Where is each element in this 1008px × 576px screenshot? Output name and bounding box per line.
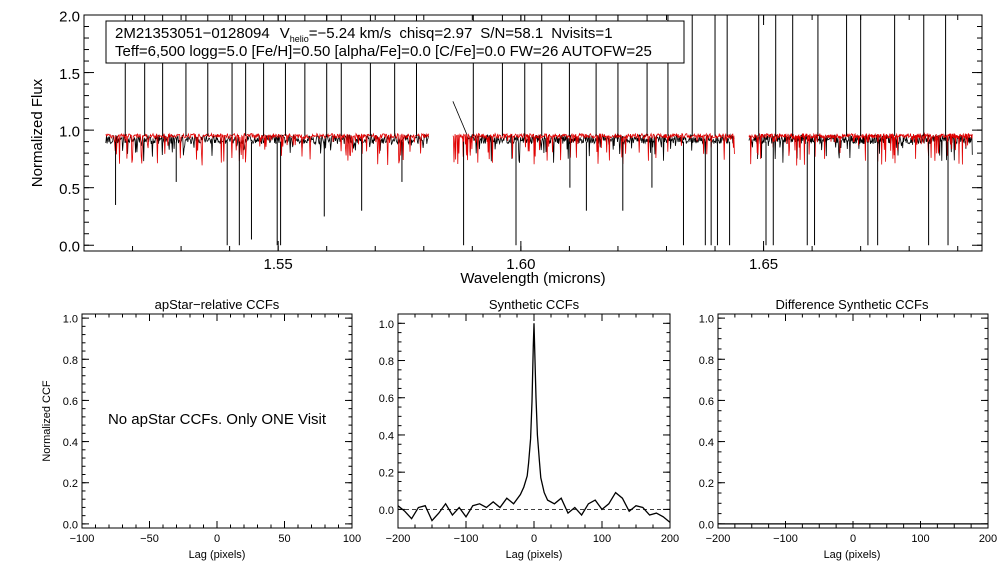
spectrum-series-group [105,101,973,166]
apstar-ccf-x-axis-label: Lag (pixels) [189,549,246,561]
no-ccf-message: No apStar CCFs. Only ONE Visit [108,411,327,428]
difference-ccf-x-axis-label: Lag (pixels) [824,549,881,561]
synthetic-ccf-ticks-group: −200 −100 0 100 200 0.0 0.2 0.4 0.6 0.8 1.0 [379,313,679,545]
vhelio-value: =−5.24 km/s [309,25,392,42]
synthetic-ccf-ytick-label: 0.2 [379,468,394,480]
spectrum-y-axis-label: Normalized Flux [29,78,46,187]
spectrum-xtick-label: 1.60 [506,256,535,273]
synthetic-ccf-ytick-label: 0.6 [379,393,394,405]
difference-ccf-xtick-label: 100 [911,533,929,545]
apstar-ccf-ytick-label: 1.0 [63,314,78,326]
spectrum-x-axis-label: Wavelength (microns) [460,270,605,287]
apstar-ccf-title: apStar−relative CCFs [155,297,280,312]
synthetic-ccf-line [397,323,671,523]
difference-ccf-ticks-group: −200 −100 0 100 200 0.0 0.2 0.4 0.6 0.8 1.0 [699,314,997,545]
apstar-ccf-ytick-label: 0.4 [63,437,78,449]
spectrum-xtick-label: 1.65 [749,256,778,273]
spectrum-ytick-label: 2.0 [59,9,80,26]
difference-ccf-xtick-label: 0 [850,533,856,545]
spectrum-ytick-label: 0.5 [59,181,80,198]
apstar-ccf-ytick-label: 0.2 [63,478,78,490]
chisq-value: chisq=2.97 [399,25,472,42]
synthetic-ccf-ytick-label: 1.0 [379,319,394,331]
apstar-ccf-y-axis-label: Normalized CCF [41,380,53,462]
synthetic-ccf-xtick-label: 200 [661,533,679,545]
snr-value: S/N=58.1 [480,25,543,42]
nvisits-value: Nvisits=1 [551,25,612,42]
spectrum-ytick-label: 0.0 [59,239,80,256]
stellar-params-line: Teff=6,500 logg=5.0 [Fe/H]=0.50 [alpha/F… [115,43,652,60]
synthetic-ccf-xtick-label: −200 [386,533,411,545]
annotation-box [105,20,685,64]
difference-ccf-panel: −200 −100 0 100 200 0.0 0.2 0.4 0.6 0.8 1.0 Differ… [699,297,997,561]
difference-ccf-axes-frame [717,313,989,529]
spectrum-ticks-group: 1.55 1.60 1.65 0.0 0.5 1.0 1.5 2.0 [59,9,982,273]
difference-ccf-ytick-label: 0.2 [699,478,714,490]
synthetic-ccf-panel: −200 −100 0 100 200 0.0 0.2 0.4 0.6 0.8 1.0 Synthe… [379,297,679,561]
difference-ccf-ytick-label: 0.4 [699,437,714,449]
spectrum-panel: 1.55 1.60 1.65 0.0 0.5 1.0 1.5 2.0 2M21353051−0… [29,9,983,287]
synthetic-ccf-ytick-label: 0.8 [379,356,394,368]
synthetic-ccf-xtick-label: 0 [531,533,537,545]
apstar-ccf-xtick-label: −50 [140,533,159,545]
difference-ccf-ytick-label: 0.8 [699,355,714,367]
synthetic-model-line [105,132,429,166]
apstar-ccf-ytick-label: 0.0 [63,519,78,531]
synthetic-model-line [452,132,735,165]
annotation-line-1: 2M21353051−0128094 Vhelio=−5.24 km/s chisq… [115,25,613,44]
apstar-ccf-xtick-label: 0 [214,533,220,545]
synthetic-ccf-xtick-label: 100 [593,533,611,545]
apstar-ccf-xtick-label: 50 [278,533,290,545]
apstar-ccf-xtick-label: 100 [343,533,361,545]
synthetic-ccf-title: Synthetic CCFs [489,297,580,312]
vhelio-subscript: helio [290,34,309,44]
synthetic-ccf-ytick-label: 0.0 [379,505,394,517]
difference-ccf-xtick-label: 200 [979,533,997,545]
apstar-ccf-ticks-group: −100 −50 0 50 100 0.0 0.2 0.4 0.6 0.8 1.0 [63,314,361,545]
apstar-ccf-ytick-label: 0.6 [63,396,78,408]
difference-ccf-ytick-label: 0.0 [699,519,714,531]
difference-ccf-title: Difference Synthetic CCFs [776,297,929,312]
difference-ccf-ytick-label: 1.0 [699,314,714,326]
synthetic-ccf-x-axis-label: Lag (pixels) [506,549,563,561]
synthetic-ccf-ytick-label: 0.4 [379,430,394,442]
spectrum-ytick-label: 1.0 [59,124,80,141]
difference-ccf-ytick-label: 0.6 [699,396,714,408]
apstar-ccf-ytick-label: 0.8 [63,355,78,367]
difference-ccf-xtick-label: −200 [706,533,731,545]
difference-ccf-xtick-label: −100 [773,533,798,545]
apstar-ccf-panel: −100 −50 0 50 100 0.0 0.2 0.4 0.6 0.8 1.0 apStar−r… [41,297,361,561]
vhelio-label: V [280,25,290,42]
spectrum-xtick-label: 1.55 [264,256,293,273]
spectrum-axes-frame [83,14,983,252]
spectrum-ytick-label: 1.5 [59,66,80,83]
star-id: 2M21353051−0128094 [115,25,270,42]
synthetic-ccf-series-group [397,323,671,523]
apstar-ccf-xtick-label: −100 [70,533,95,545]
synthetic-ccf-xtick-label: −100 [454,533,479,545]
